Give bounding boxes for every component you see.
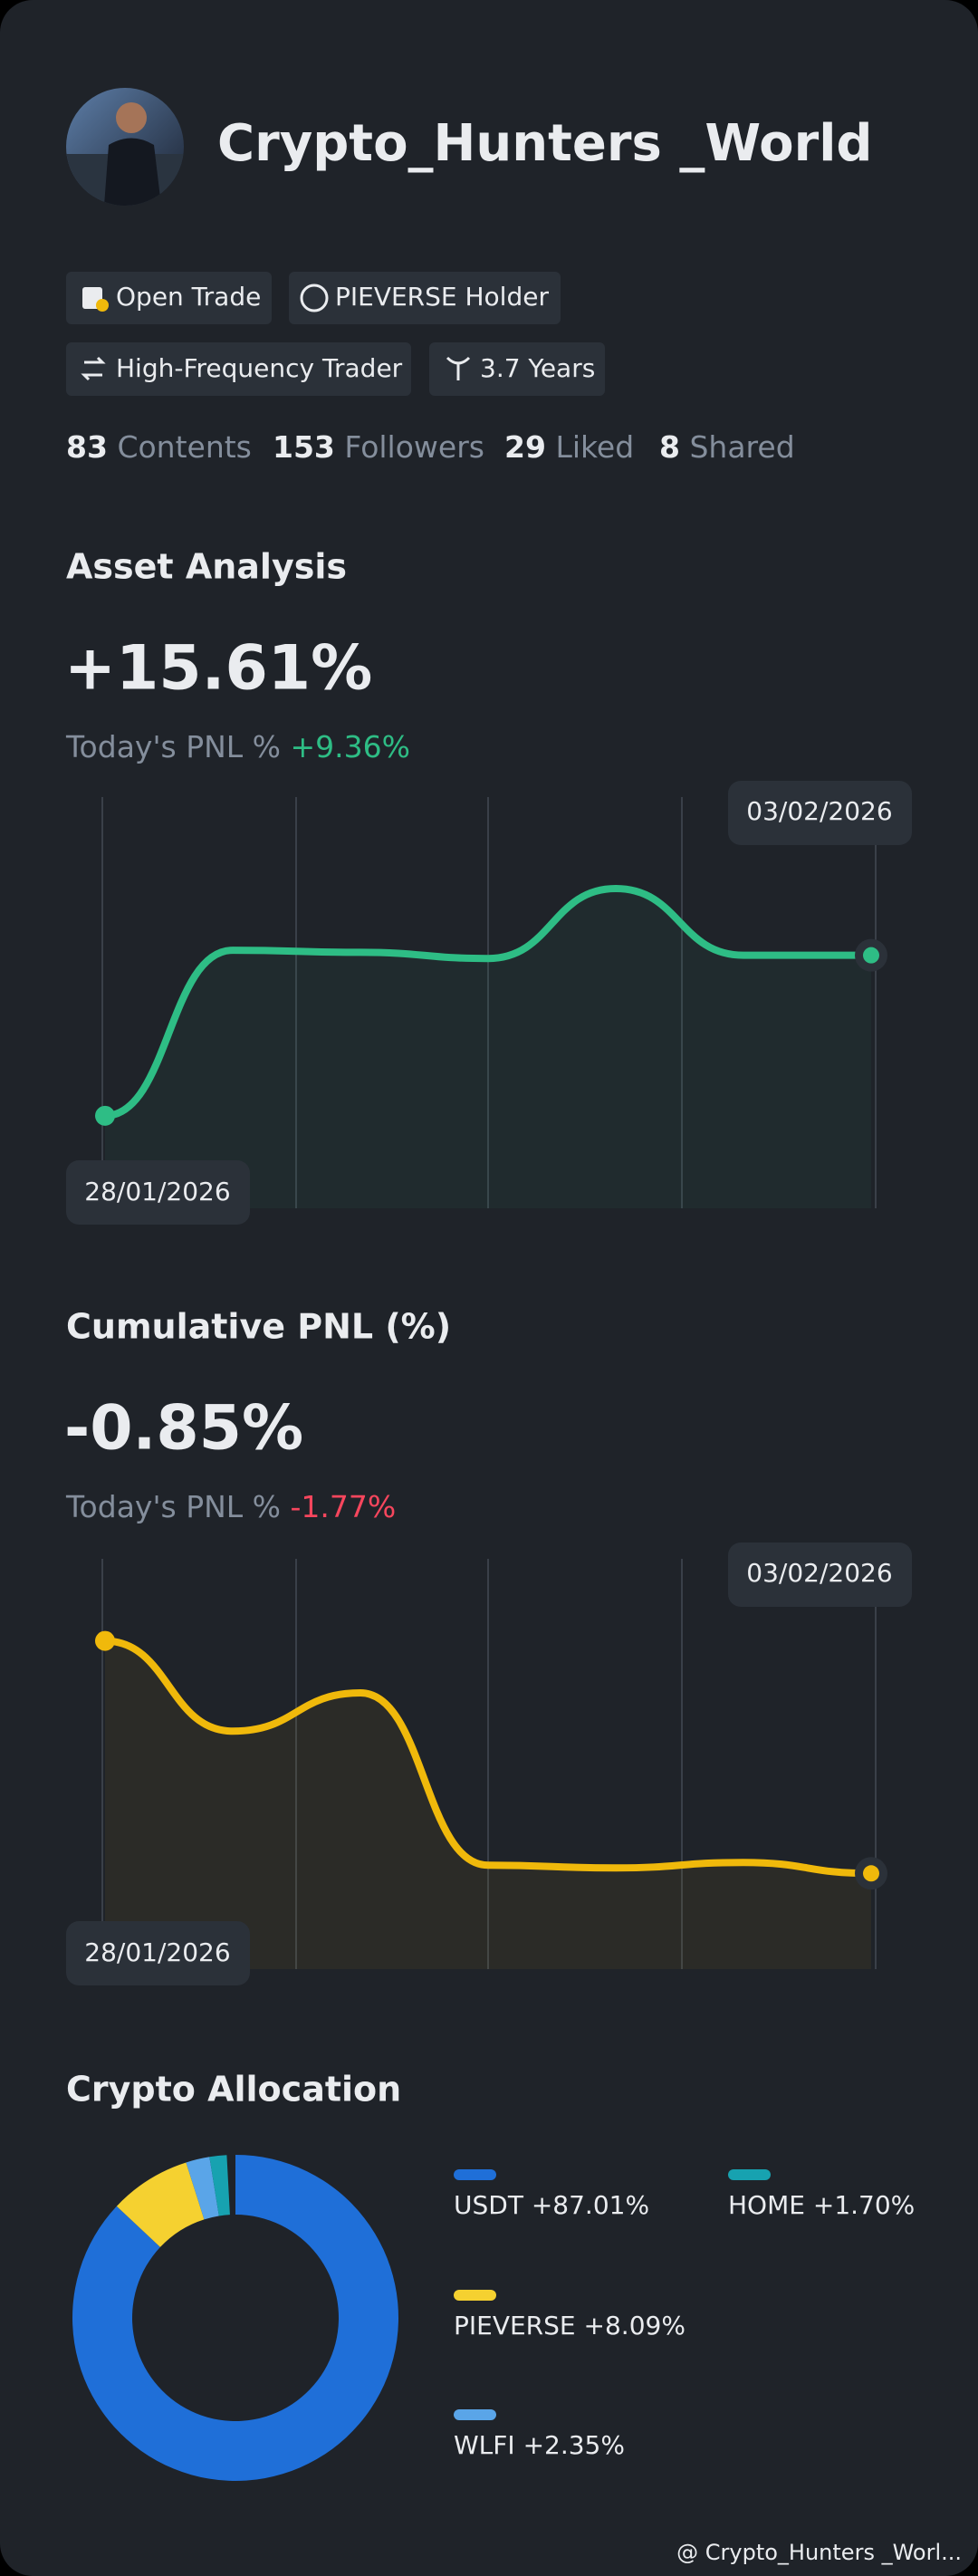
pie-slice	[209, 2155, 230, 2216]
legend-swatch	[454, 2169, 496, 2180]
stat-value: 8	[659, 429, 680, 465]
start-point	[95, 1630, 115, 1651]
headline-value: +15.61%	[64, 633, 372, 705]
pnl-line: Today's PNL % -1.77%	[65, 1489, 396, 1524]
legend-value: +2.35%	[523, 2430, 625, 2460]
stat-value: 83	[66, 429, 108, 465]
headline-value: -0.85%	[64, 1393, 303, 1465]
stat-label: Contents	[117, 429, 251, 465]
stat-label: Liked	[555, 429, 634, 465]
stat-label: Followers	[344, 429, 484, 465]
area	[105, 889, 871, 1208]
svg-text:29 Liked: 29 Liked	[504, 429, 634, 465]
date-tooltip	[66, 1921, 250, 1985]
badge-label: PIEVERSE Holder	[335, 282, 549, 312]
badge-label: 3.7 Years	[480, 353, 595, 383]
avatar[interactable]	[66, 88, 184, 206]
end-point	[863, 1865, 879, 1882]
badge-label: High-Frequency Trader	[116, 353, 403, 383]
legend-swatch	[728, 2169, 771, 2180]
line	[101, 885, 875, 1120]
icon	[81, 356, 106, 381]
svg-text:83 Contents: 83 Contents	[66, 429, 252, 465]
badges: Open Trade PIEVERSE Holder High-Frequenc…	[66, 272, 605, 396]
date-label: 03/02/2026	[746, 796, 892, 826]
legend-entry: HOME +1.70%	[728, 2190, 915, 2220]
pnl-value: +9.36%	[291, 729, 410, 764]
area	[105, 1640, 871, 1969]
date-label: 28/01/2026	[84, 1177, 230, 1206]
icon	[96, 299, 109, 312]
legend-label: WLFI	[454, 2430, 515, 2460]
badge-label: Open Trade	[116, 282, 261, 312]
legend-label: USDT	[454, 2190, 524, 2220]
date-label: 03/02/2026	[746, 1558, 892, 1588]
legend-value: +1.70%	[813, 2190, 915, 2220]
date-label: 28/01/2026	[84, 1937, 230, 1967]
pie-slice	[186, 2157, 219, 2220]
date-tooltip	[728, 1543, 912, 1607]
icon	[446, 356, 471, 380]
pie-slice	[72, 2155, 399, 2482]
legend-label: PIEVERSE	[454, 2311, 576, 2341]
legend-swatch	[454, 2409, 496, 2420]
svg-text:8 Shared: 8 Shared	[659, 429, 795, 465]
section-title: Crypto Allocation	[66, 2070, 401, 2110]
pnl-label: Today's PNL %	[65, 729, 281, 764]
badge	[429, 342, 605, 396]
legend-swatch	[454, 2290, 496, 2301]
pie-slice	[116, 2162, 205, 2247]
end-point	[863, 947, 879, 964]
section-title: Cumulative PNL (%)	[66, 1307, 451, 1347]
badge	[66, 272, 272, 324]
watermark: @ Crypto_Hunters _Worl...	[676, 2540, 962, 2565]
pnl-value: -1.77%	[291, 1489, 397, 1524]
stats: 83 Contents 153 Followers 29 Liked 8 Sha…	[66, 429, 795, 465]
section-title: Asset Analysis	[66, 547, 347, 587]
date-tooltip	[728, 781, 912, 845]
legend-entry: WLFI +2.35%	[454, 2430, 625, 2460]
svg-text:153 Followers: 153 Followers	[273, 429, 484, 465]
stat-value: 29	[504, 429, 546, 465]
badge	[66, 342, 411, 396]
badge	[289, 272, 561, 324]
legend-value: +8.09%	[584, 2311, 686, 2341]
pnl-line: Today's PNL % +9.36%	[65, 729, 410, 764]
legend-value: +87.01%	[532, 2190, 649, 2220]
line	[101, 1637, 875, 1878]
legend-entry: PIEVERSE +8.09%	[454, 2311, 686, 2341]
username: Crypto_Hunters _World	[217, 114, 873, 173]
legend-label: HOME	[728, 2190, 805, 2220]
start-point	[95, 1105, 115, 1126]
legend-entry: USDT +87.01%	[454, 2190, 649, 2220]
stat-value: 153	[273, 429, 335, 465]
date-tooltip	[66, 1160, 250, 1225]
stat-label: Shared	[689, 429, 794, 465]
pnl-label: Today's PNL %	[65, 1489, 281, 1524]
icon	[300, 284, 329, 312]
